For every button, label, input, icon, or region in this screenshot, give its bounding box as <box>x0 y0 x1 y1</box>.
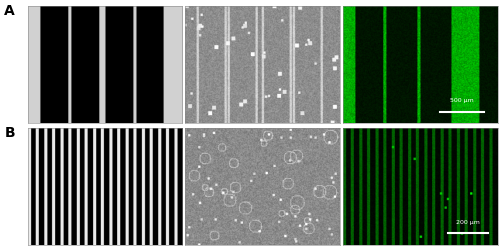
Text: A: A <box>4 4 15 18</box>
Text: 500 μm: 500 μm <box>450 98 474 103</box>
Text: 200 μm: 200 μm <box>456 220 480 225</box>
Text: B: B <box>4 126 15 140</box>
